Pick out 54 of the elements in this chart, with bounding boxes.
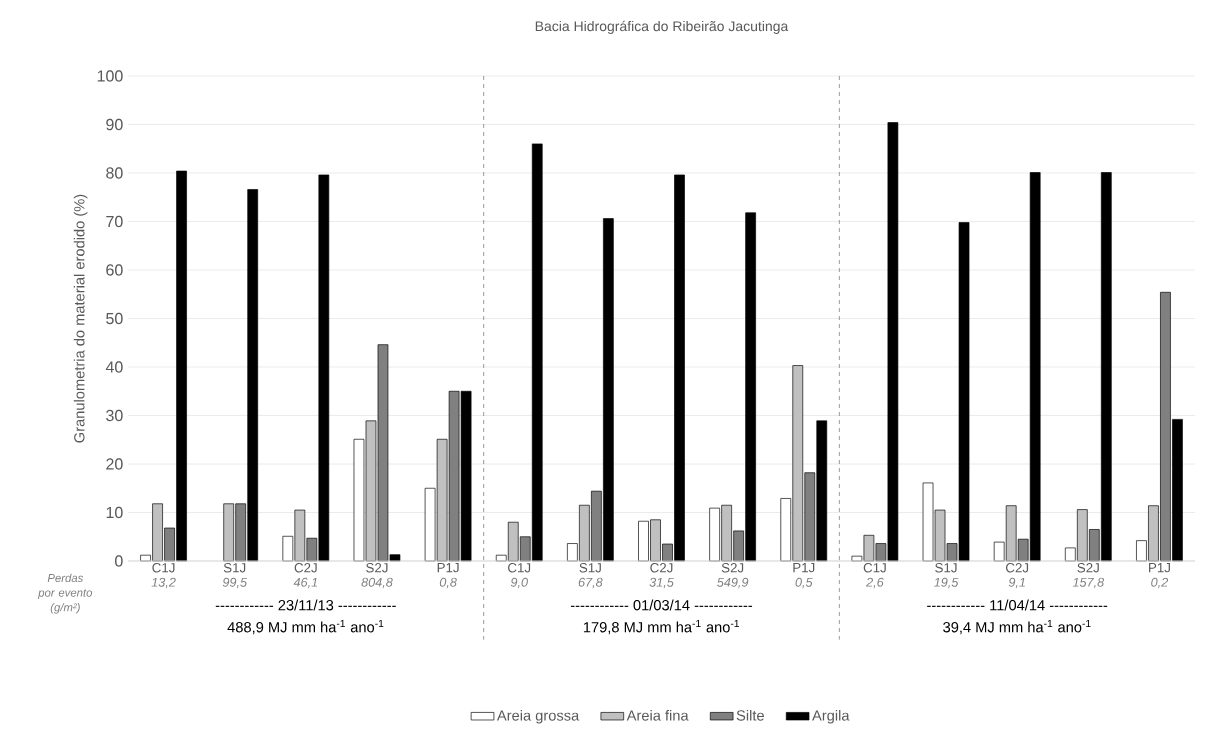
text: ------------ 01/03/14 ------------: [570, 599, 753, 611]
text: 2,6: [866, 577, 884, 589]
x-tick-label: C1J: [863, 563, 886, 573]
y-tick-label: 0: [115, 555, 123, 567]
y-tick-label: 60: [106, 264, 123, 276]
text: 19,5: [934, 577, 959, 589]
y-tick-label: 30: [106, 409, 123, 422]
text: 99,5: [222, 577, 248, 589]
x-tick-label: C1J: [152, 563, 175, 573]
y-tick-label: 90: [106, 118, 123, 131]
y-tick-label: 40: [105, 361, 123, 373]
legend-label: Silte: [736, 709, 764, 721]
x-tick-label: S2J: [1077, 563, 1099, 573]
x-tick-label: P1J: [1149, 563, 1170, 573]
y-tick-label: 10: [106, 506, 123, 519]
text: ------------ 11/04/14 ------------: [927, 599, 1108, 611]
x-tick-label: C2J: [650, 563, 673, 573]
text: 804,8: [361, 577, 393, 589]
text: ------------ 23/11/13 ------------: [215, 599, 396, 611]
legend-label: Areia fina: [626, 709, 689, 721]
text: 0,2: [1151, 577, 1169, 589]
y-tick-label: 70: [106, 215, 123, 228]
text: 157,8: [1072, 577, 1105, 589]
y-axis-title: Granulometria do material erodido (%): [73, 194, 88, 443]
x-tick-label: C1J: [508, 563, 531, 573]
legend-label: Areia grossa: [496, 709, 580, 724]
text: 549,9: [717, 577, 749, 589]
y-tick-label: 80: [106, 167, 123, 179]
text: 39,4 MJ mm ha$^{-1}$ ano$^{-1}$: [943, 619, 1091, 635]
x-tick-label: S2J: [366, 563, 388, 573]
text: 488,9 MJ mm ha$^{-1}$ ano$^{-1}$: [227, 619, 384, 635]
x-tick-label: S2J: [721, 563, 744, 573]
text: 179,8 MJ mm ha$^{-1}$ ano$^{-1}$: [583, 619, 740, 635]
x-tick-label: S1J: [935, 563, 957, 573]
text: 0,8: [439, 577, 457, 589]
x-tick-label: P1J: [793, 563, 815, 573]
text: Perdas por evento (g/m²): [37, 573, 93, 614]
y-tick-label: 50: [106, 312, 123, 325]
legend-label: Argila: [812, 709, 850, 724]
x-tick-label: P1J: [437, 563, 459, 573]
x-tick-label: C2J: [1005, 563, 1029, 573]
text: 67,8: [578, 577, 603, 589]
text: 0,5: [795, 577, 813, 589]
chart-title: Bacia Hidrográfica do Ribeirão Jacutinga: [535, 20, 789, 34]
text: 46,1: [293, 577, 318, 589]
x-tick-label: S1J: [579, 563, 601, 573]
text: 13,2: [151, 577, 176, 589]
text: 9,1: [1008, 577, 1025, 589]
x-tick-label: C2J: [294, 563, 317, 573]
y-tick-label: 20: [106, 458, 123, 470]
y-tick-label: 100: [97, 70, 123, 82]
text: 9,0: [510, 577, 528, 589]
text: 31,5: [649, 577, 674, 589]
x-tick-label: S1J: [223, 563, 246, 573]
